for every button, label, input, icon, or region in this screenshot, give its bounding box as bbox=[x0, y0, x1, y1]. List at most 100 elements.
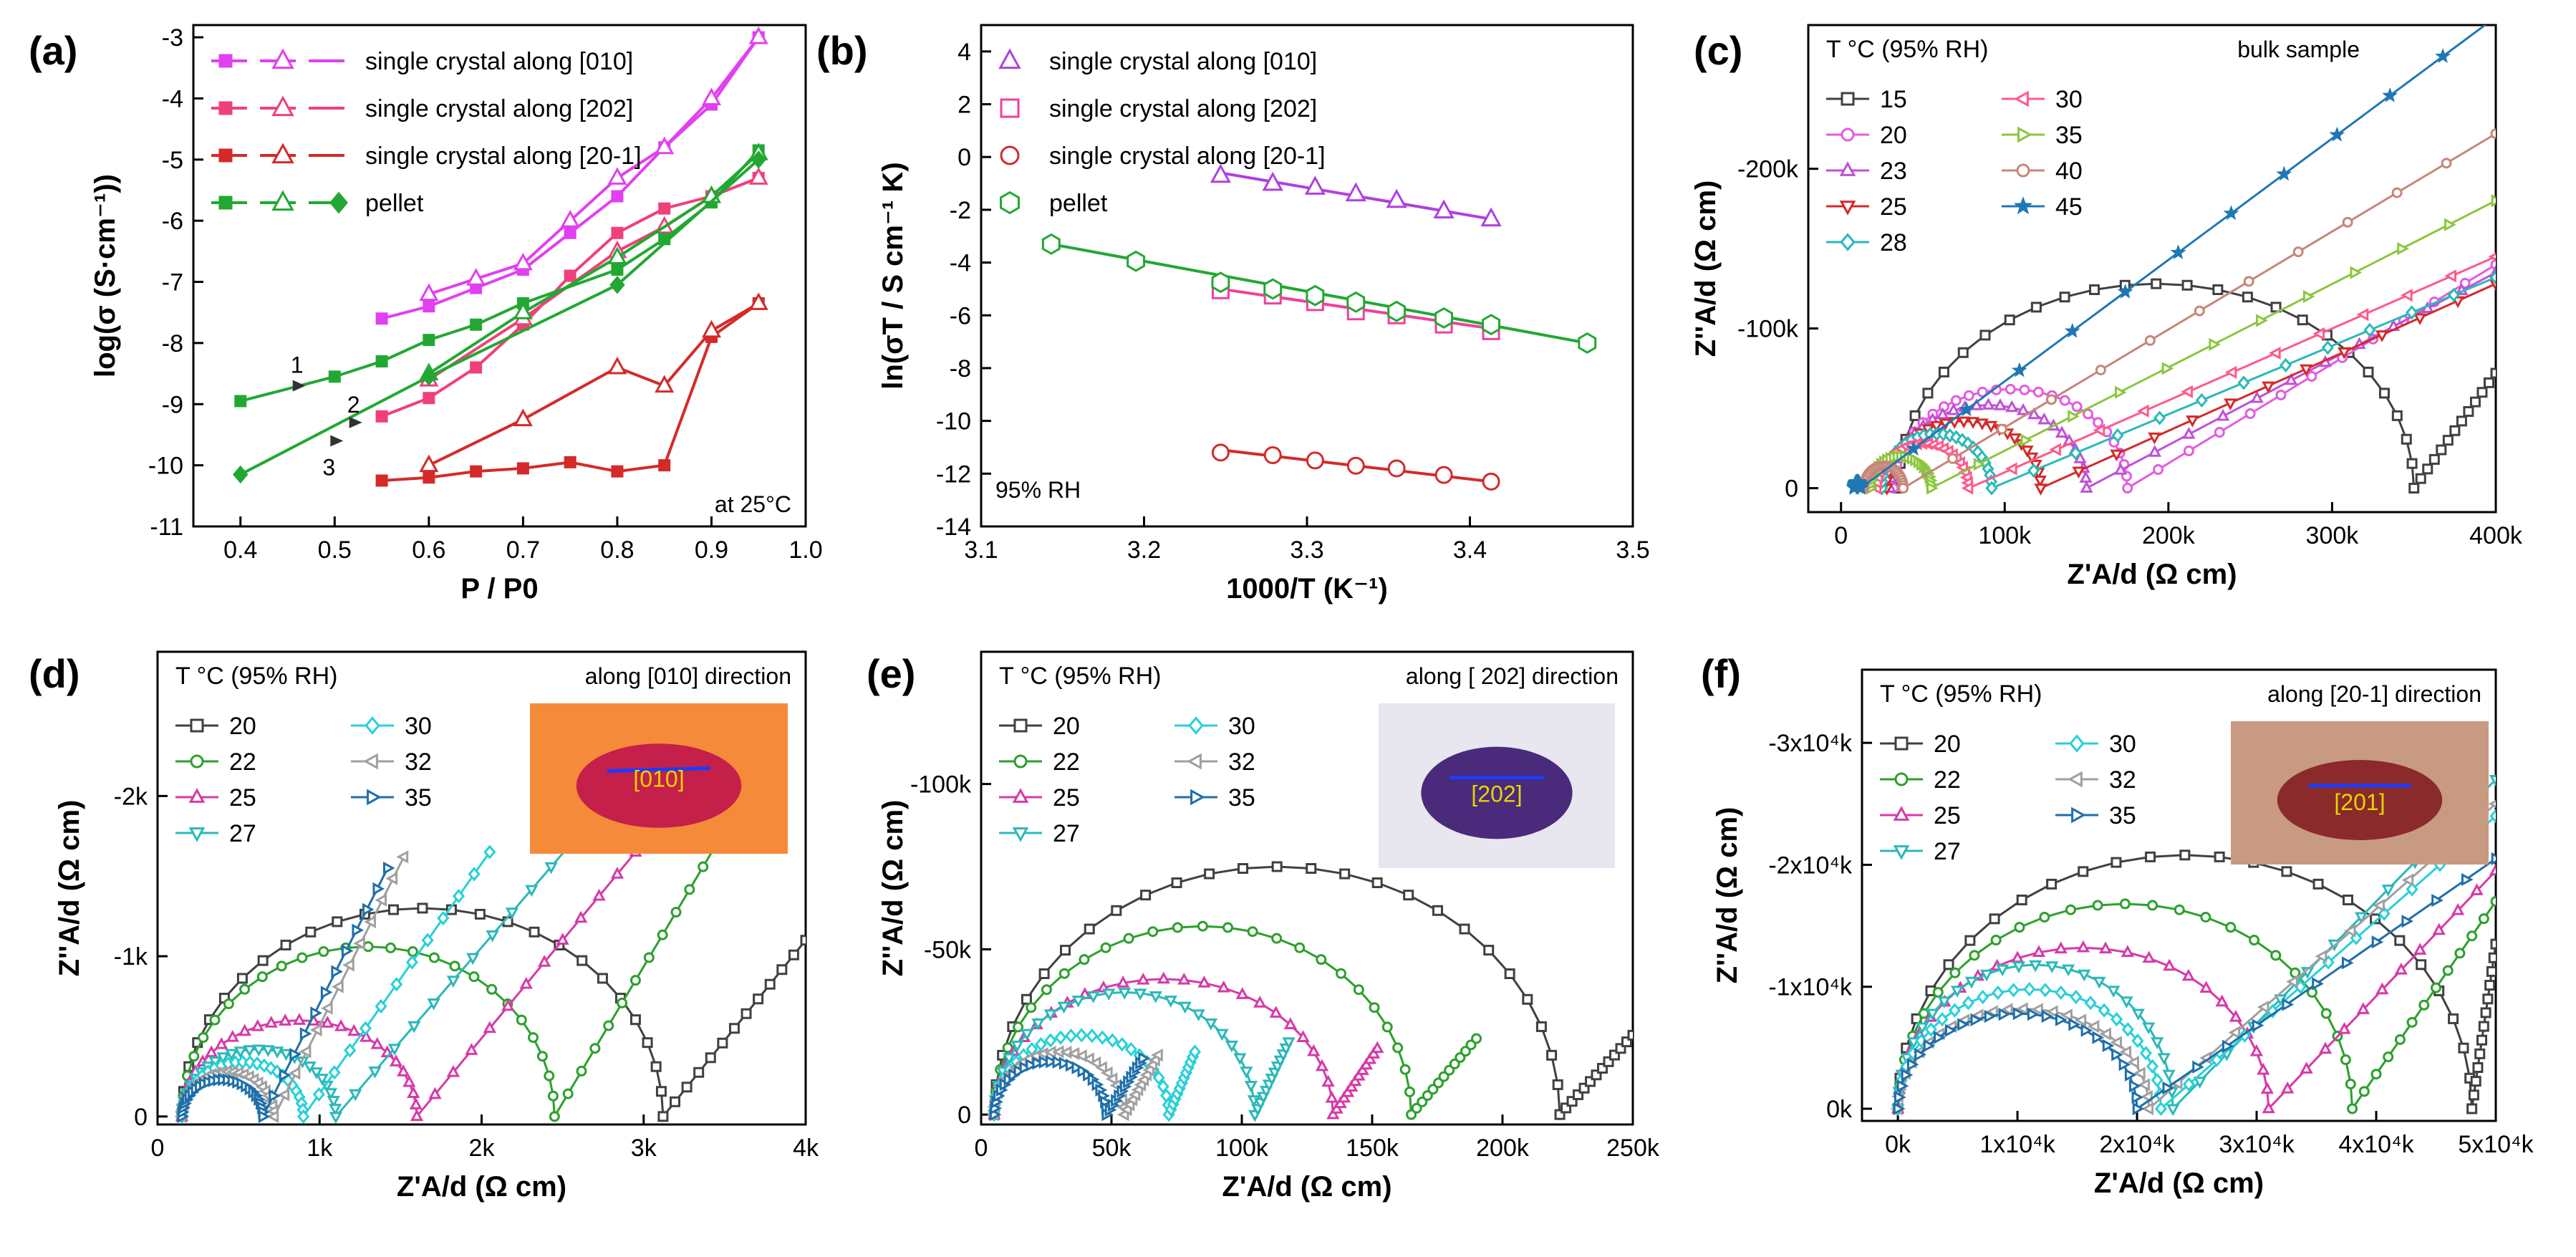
data-point bbox=[375, 312, 388, 325]
data-point bbox=[1197, 976, 1211, 988]
data-point bbox=[387, 1044, 402, 1056]
data-point bbox=[505, 907, 519, 920]
data-point bbox=[347, 1024, 361, 1036]
x-axis-label: Z'A/d (Ω cm) bbox=[2067, 559, 2237, 590]
data-point bbox=[277, 1088, 290, 1102]
data-point bbox=[465, 1043, 478, 1055]
data-point bbox=[402, 1074, 416, 1087]
data-point bbox=[1482, 314, 1501, 336]
data-point bbox=[2394, 935, 2406, 946]
data-point bbox=[468, 867, 481, 882]
data-point bbox=[2383, 1051, 2394, 1063]
y-tick-label: -6 bbox=[162, 208, 183, 235]
legend-marker bbox=[218, 148, 233, 163]
data-point bbox=[362, 941, 374, 953]
data-point bbox=[2320, 1008, 2332, 1019]
data-point bbox=[2072, 466, 2085, 479]
data-point bbox=[421, 367, 437, 386]
data-point bbox=[1032, 1056, 1045, 1070]
data-point bbox=[423, 392, 435, 405]
data-point bbox=[1149, 991, 1162, 1003]
data-point bbox=[657, 1111, 669, 1122]
y-tick-label: -5 bbox=[162, 147, 183, 174]
data-point bbox=[1345, 1079, 1359, 1092]
data-point bbox=[2119, 898, 2131, 910]
x-tick-label: 0.7 bbox=[506, 536, 540, 564]
data-point bbox=[1177, 972, 1191, 985]
data-point bbox=[1102, 988, 1116, 1001]
data-point bbox=[1116, 976, 1130, 988]
data-point bbox=[233, 1046, 247, 1059]
y-tick-label: -4 bbox=[162, 85, 183, 112]
data-point bbox=[2005, 400, 2019, 413]
data-point bbox=[2041, 1009, 2054, 1024]
data-point bbox=[2068, 410, 2080, 423]
data-point bbox=[1215, 1029, 1229, 1041]
data-point bbox=[252, 1044, 266, 1057]
x-tick-label: 200k bbox=[1476, 1135, 1530, 1162]
data-point bbox=[1137, 972, 1150, 985]
data-point bbox=[216, 1052, 230, 1064]
data-point bbox=[1321, 1074, 1335, 1087]
y-tick-label: 0k bbox=[1826, 1096, 1853, 1123]
data-point bbox=[607, 167, 627, 185]
x-axis-label: P / P0 bbox=[460, 573, 538, 605]
data-point bbox=[2406, 882, 2418, 897]
data-point bbox=[2401, 289, 2413, 302]
data-point bbox=[2373, 899, 2385, 912]
data-point bbox=[2153, 410, 2166, 425]
legend-marker bbox=[365, 716, 380, 735]
data-point bbox=[2447, 287, 2460, 302]
data-point bbox=[2401, 915, 2414, 928]
data-point bbox=[1482, 472, 1500, 491]
data-point bbox=[1918, 1008, 1929, 1019]
data-point bbox=[318, 946, 329, 958]
arrow-label: 3 bbox=[322, 454, 335, 480]
data-point bbox=[372, 882, 385, 896]
data-point bbox=[303, 1061, 317, 1074]
data-point bbox=[1058, 1056, 1071, 1070]
legend-label: 35 bbox=[1228, 784, 1255, 811]
data-point bbox=[1962, 996, 1974, 1011]
series-T35 bbox=[989, 1051, 1150, 1122]
data-point bbox=[2356, 1002, 2370, 1014]
data-point bbox=[1926, 1008, 1939, 1021]
data-point bbox=[2181, 279, 2193, 291]
data-point bbox=[470, 465, 483, 478]
data-point bbox=[1188, 1044, 1202, 1059]
data-point bbox=[2347, 1103, 2358, 1114]
series-line bbox=[1881, 276, 2496, 490]
data-point bbox=[2431, 893, 2444, 907]
data-point bbox=[658, 459, 671, 472]
data-point bbox=[315, 1074, 329, 1086]
data-point bbox=[1075, 1028, 1088, 1043]
data-point bbox=[513, 302, 533, 319]
data-point bbox=[2488, 952, 2496, 963]
data-point bbox=[2413, 313, 2427, 326]
data-point bbox=[2020, 446, 2034, 458]
data-point bbox=[2435, 48, 2451, 63]
data-point bbox=[2034, 483, 2047, 496]
data-point bbox=[486, 983, 498, 995]
data-point bbox=[2145, 851, 2156, 862]
data-point bbox=[1957, 416, 1971, 429]
data-point bbox=[2138, 1078, 2150, 1092]
data-point bbox=[2406, 1016, 2418, 1028]
data-point bbox=[2154, 1101, 2168, 1117]
data-point bbox=[529, 926, 540, 938]
series-T25 bbox=[1891, 863, 2496, 1114]
data-point bbox=[352, 923, 365, 937]
legend-label: 20 bbox=[1934, 731, 1961, 758]
data-point bbox=[321, 1001, 333, 1015]
data-point bbox=[397, 1064, 410, 1077]
crystal-image bbox=[2277, 760, 2443, 840]
data-point bbox=[215, 1037, 228, 1049]
legend-marker bbox=[190, 754, 204, 769]
data-point bbox=[1157, 971, 1170, 984]
legend-marker bbox=[1012, 788, 1029, 803]
data-point bbox=[2489, 863, 2496, 876]
data-point bbox=[233, 465, 249, 484]
data-point bbox=[2256, 314, 2268, 327]
data-point bbox=[1480, 207, 1502, 227]
legend-marker bbox=[1000, 191, 1020, 215]
